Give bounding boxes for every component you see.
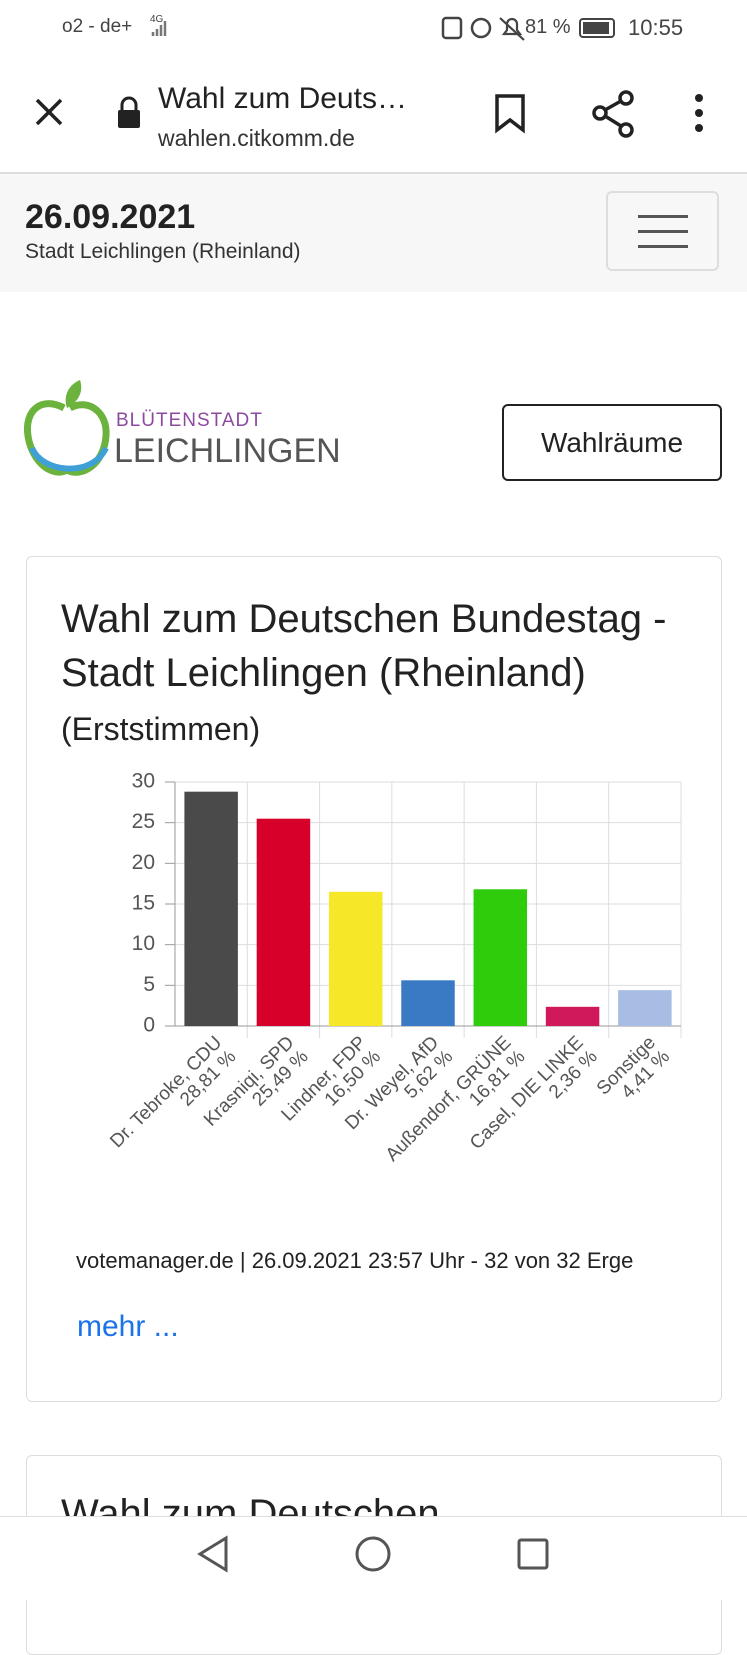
bar xyxy=(401,980,455,1026)
bookmark-button[interactable] xyxy=(495,94,525,134)
bar xyxy=(618,990,672,1026)
alarm-icon xyxy=(470,17,492,39)
nav-bg xyxy=(0,1516,747,1600)
y-tick-label: 5 xyxy=(143,973,155,996)
card xyxy=(26,556,722,1402)
battery: 81 % xyxy=(525,16,571,38)
logo-top: BLÜTENSTADT xyxy=(116,410,263,431)
logo-bottom: LEICHLINGEN xyxy=(114,432,341,470)
y-tick-label: 30 xyxy=(132,770,155,793)
bar xyxy=(328,891,383,1026)
status-icons xyxy=(151,16,615,41)
lock-icon xyxy=(118,110,140,128)
chart-subtitle: (Erststimmen) xyxy=(61,711,261,747)
body: o2 - de+ 4G 81 % 10:55 Wahl zum Deuts… w… xyxy=(0,14,747,1655)
network: 4G xyxy=(150,14,164,25)
logo-icon xyxy=(23,380,110,476)
battery-icon xyxy=(579,18,615,38)
place: Stadt Leichlingen (Rheinland) xyxy=(25,240,301,263)
y-tick-label: 25 xyxy=(132,810,155,833)
wahlraeume-button[interactable]: Wahlräume xyxy=(502,404,722,481)
url: wahlen.citkomm.de xyxy=(158,125,355,151)
chart-title-block: Wahl zum Deutschen Bundestag - Stadt Lei… xyxy=(61,592,691,756)
nav-bar xyxy=(0,1516,747,1600)
signal-icon xyxy=(151,21,167,36)
share-button[interactable] xyxy=(592,90,634,138)
date: 26.09.2021 xyxy=(25,198,196,236)
source-line: votemanager.de | 26.09.2021 23:57 Uhr - … xyxy=(76,1248,634,1273)
y-tick-label: 10 xyxy=(132,932,155,955)
site-header xyxy=(0,174,747,292)
close-button[interactable] xyxy=(35,98,63,126)
chart-title: Wahl zum Deutschen Bundestag - Stadt Lei… xyxy=(61,597,667,695)
browser-bar xyxy=(0,90,747,174)
bar xyxy=(184,791,238,1026)
mute-icon xyxy=(499,17,525,41)
battery-level xyxy=(583,22,609,34)
recents-button[interactable] xyxy=(517,1538,549,1570)
menu-button[interactable] xyxy=(695,94,703,132)
page-title: Wahl zum Deuts… xyxy=(158,82,407,115)
y-tick-label: 0 xyxy=(143,1014,155,1037)
bar xyxy=(256,818,311,1026)
carrier: o2 - de+ xyxy=(62,16,133,37)
back-button[interactable] xyxy=(197,1535,228,1573)
hamburger-button[interactable] xyxy=(606,191,719,271)
nfc-icon xyxy=(441,16,463,40)
time: 10:55 xyxy=(628,15,684,40)
page: {"status_bar": {"carrier": "o2 - de+", "… xyxy=(0,14,747,1655)
home-button[interactable] xyxy=(355,1536,391,1572)
bar xyxy=(473,889,528,1026)
y-tick-label: 15 xyxy=(132,892,155,915)
y-tick-label: 20 xyxy=(132,851,155,874)
x-tick-label: Außendorf, GRÜNE xyxy=(382,1032,516,1166)
bar xyxy=(545,1006,600,1026)
more-link[interactable]: mehr ... xyxy=(77,1310,179,1343)
lock-shackle xyxy=(120,96,138,110)
